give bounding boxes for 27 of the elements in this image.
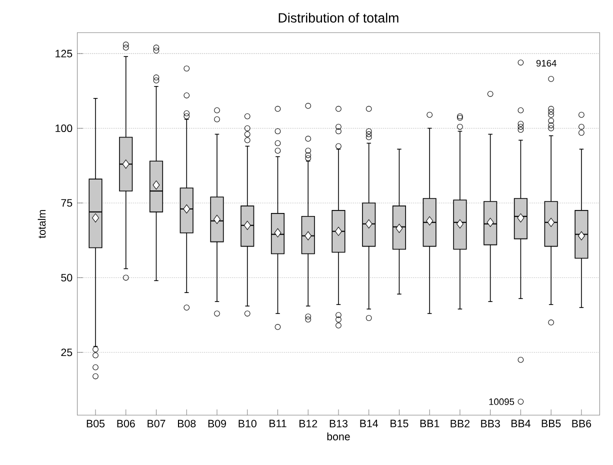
x-tick-label: B06	[117, 420, 135, 428]
x-tick-label: B05	[86, 420, 105, 428]
x-tick-label: B13	[330, 420, 348, 428]
x-tick-label: BB4	[512, 420, 530, 428]
x-tick-label: B11	[270, 420, 286, 428]
x-tick-label: B15	[390, 420, 408, 428]
x-tick-label: B08	[178, 420, 196, 428]
x-tick-label: B09	[208, 420, 226, 428]
y-tick-label: 75	[61, 199, 72, 207]
y-tick-label: 25	[61, 348, 72, 356]
x-tick-label: BB3	[481, 420, 500, 428]
y-tick-label: 100	[56, 124, 72, 132]
x-tick-label: BB2	[450, 420, 470, 428]
y-tick-label: 125	[56, 50, 72, 58]
x-tick-label: B14	[360, 420, 378, 428]
x-tick-label: BB6	[572, 420, 592, 428]
x-tick-label: BB1	[420, 420, 440, 428]
x-tick-label: B10	[238, 420, 256, 428]
x-tick-label: B07	[148, 420, 166, 428]
x-tick-label: BB5	[542, 420, 561, 428]
chart-title: Distribution of totalm	[278, 12, 398, 23]
x-tick-label: B12	[300, 420, 318, 428]
y-tick-label: 50	[61, 274, 72, 282]
annotation: 9164	[536, 60, 556, 67]
x-axis-title: bone	[327, 432, 350, 440]
annotation: 10095	[489, 398, 514, 405]
y-axis-title: totalm	[38, 210, 46, 238]
